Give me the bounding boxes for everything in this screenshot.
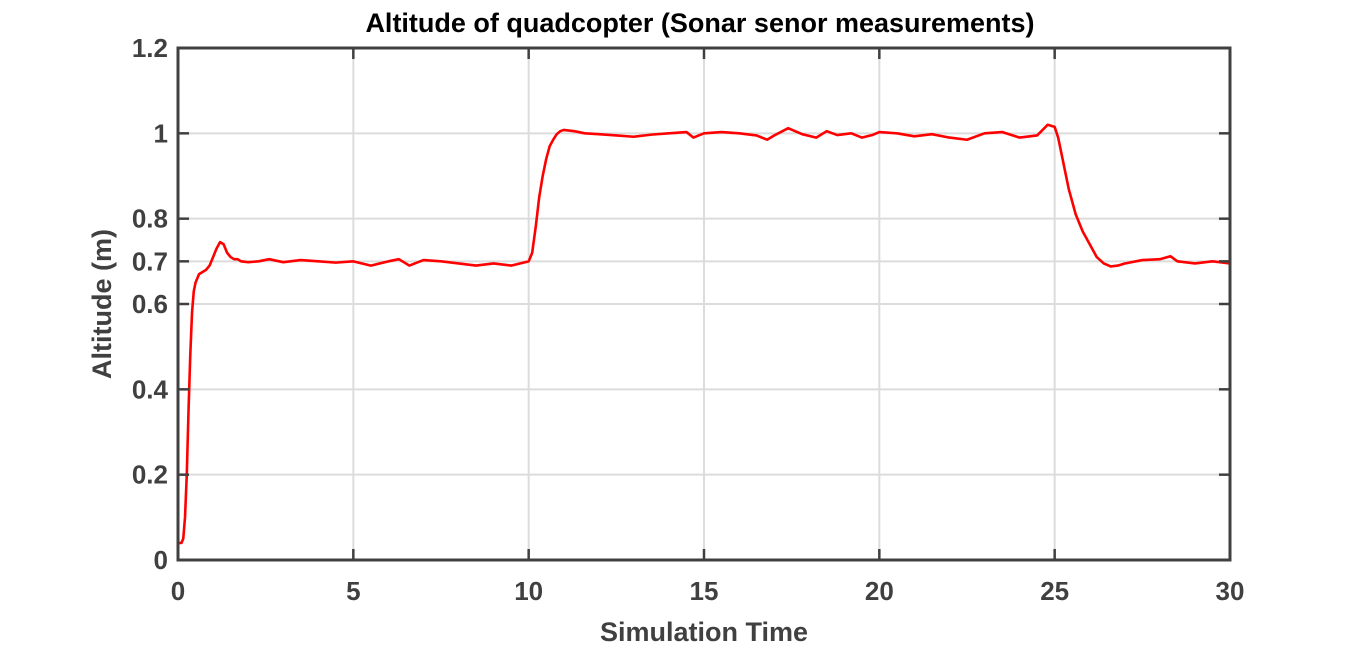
series-line-altitude (176, 123, 1232, 545)
chart-title: Altitude of quadcopter (Sonar senor meas… (365, 8, 1034, 38)
x-tick-label: 20 (865, 576, 894, 606)
y-tick-label: 0 (154, 545, 168, 575)
x-tick-labels: 0 5 10 15 20 25 30 (171, 576, 1245, 606)
x-tick-label: 15 (690, 576, 719, 606)
y-tick-label: 1 (154, 118, 168, 148)
y-tick-label: 0.8 (132, 204, 168, 234)
tick-marks (176, 46, 1232, 562)
x-tick-label: 5 (346, 576, 360, 606)
y-tick-label: 0.4 (132, 374, 169, 404)
x-tick-label: 0 (171, 576, 185, 606)
y-axis-label: Altitude (m) (87, 229, 117, 379)
y-tick-label: 0.6 (132, 289, 168, 319)
x-tick-label: 25 (1040, 576, 1069, 606)
y-tick-labels: 0 0.2 0.4 0.6 0.7 0.8 1 1.2 (132, 33, 169, 575)
y-tick-label: 0.7 (132, 246, 168, 276)
grid-lines (178, 48, 1230, 560)
x-tick-label: 10 (514, 576, 543, 606)
y-tick-label: 1.2 (132, 33, 168, 63)
series-layer (176, 123, 1232, 545)
x-axis-label: Simulation Time (600, 617, 808, 647)
x-tick-label: 30 (1216, 576, 1245, 606)
y-tick-label: 0.2 (132, 460, 168, 490)
